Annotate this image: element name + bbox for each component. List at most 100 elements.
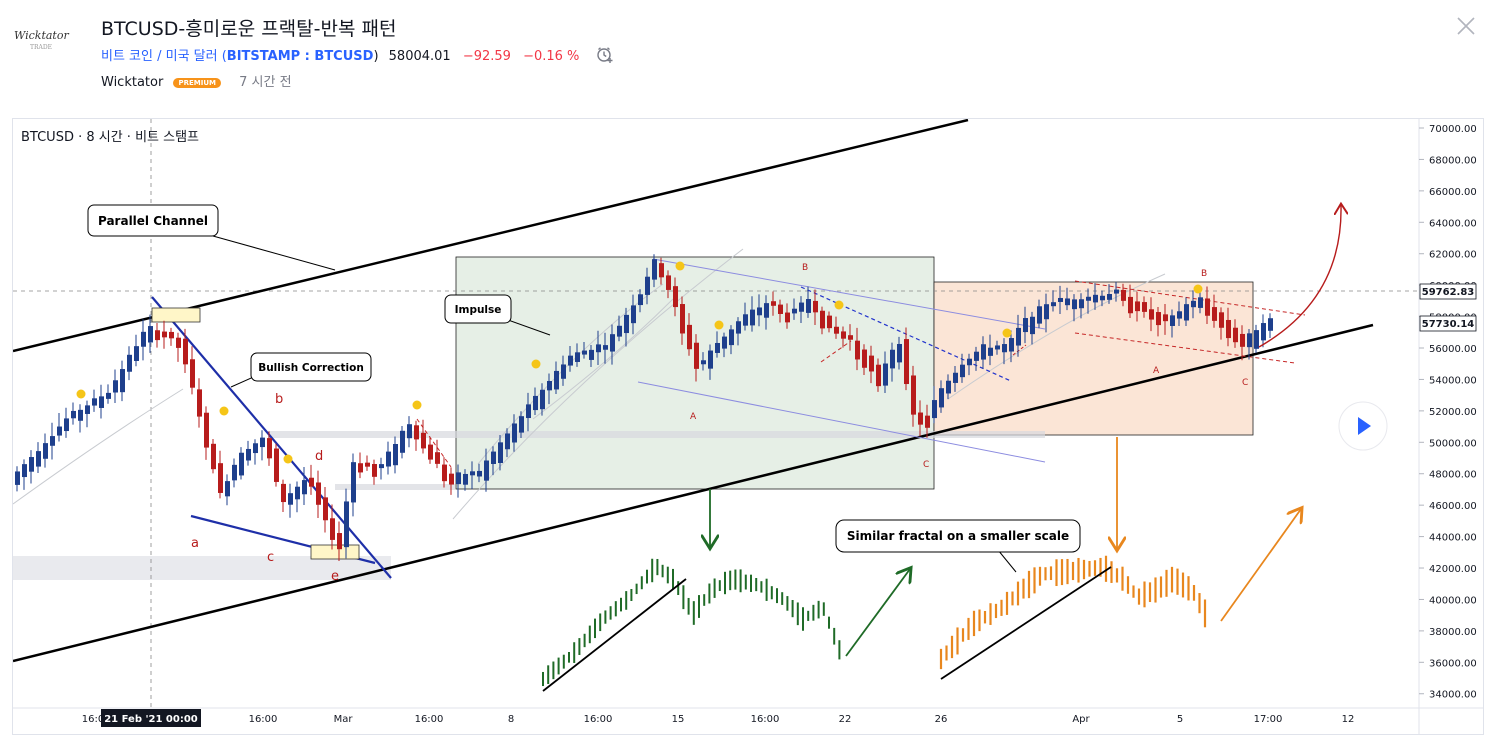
candle-body — [568, 355, 573, 366]
y-tick-label: 70000.00 — [1429, 124, 1477, 135]
candle-body — [631, 305, 636, 324]
callout-similar-fractal — [835, 519, 1081, 553]
y-tick-label: 46000.00 — [1429, 501, 1477, 512]
candle-body — [477, 470, 482, 477]
symbol-change-pct: −0.16 % — [523, 49, 580, 64]
wave-label-B2: B — [1201, 269, 1207, 279]
candle-body — [1247, 333, 1252, 348]
logo-subtext: TRADE — [29, 44, 53, 51]
candle-body — [862, 349, 867, 368]
candle-body — [1226, 319, 1231, 339]
green-fractal-group — [542, 558, 841, 687]
candle-body — [106, 392, 111, 399]
candle-body — [757, 307, 762, 316]
x-tick-label: 16:0 — [82, 714, 104, 725]
candle-body — [904, 339, 909, 385]
candle-body — [71, 410, 76, 419]
chart-canvas[interactable]: Parallel Channel Bullish Correction Impu… — [12, 118, 1483, 734]
candle-body — [155, 330, 160, 341]
candle-body — [50, 436, 55, 446]
candle-body — [393, 444, 398, 466]
candle-body — [1163, 314, 1168, 322]
candle-body — [827, 315, 832, 329]
last-price-tag — [1419, 315, 1477, 332]
wave-dot — [675, 261, 685, 271]
play-button[interactable] — [1338, 401, 1388, 451]
candle-body — [953, 372, 958, 383]
candle-body — [253, 443, 258, 454]
candle-body — [260, 437, 265, 448]
candle-body — [596, 344, 601, 353]
candle-body — [1156, 312, 1161, 326]
candle-body — [652, 259, 657, 280]
candle-body — [715, 342, 720, 353]
candle-body — [764, 303, 769, 318]
candle-body — [449, 473, 454, 485]
candles-group — [15, 254, 1273, 562]
candle-body — [148, 326, 153, 343]
candle-body — [890, 349, 895, 369]
candle-body — [1058, 297, 1063, 302]
wave-dot — [714, 320, 724, 330]
candle-body — [337, 533, 342, 550]
callout-bullish-correction-text: Bullish Correction — [258, 362, 364, 374]
last-price-label: 57730.14 — [1422, 319, 1475, 330]
author-logo[interactable]: Wicktator TRADE — [14, 30, 69, 66]
candle-body — [456, 472, 461, 485]
y-tick-label: 38000.00 — [1429, 627, 1477, 638]
wave-dot — [412, 400, 422, 410]
chart-panel[interactable]: Parallel Channel Bullish Correction Impu… — [12, 118, 1484, 735]
candle-body — [834, 326, 839, 334]
candle-body — [1100, 295, 1105, 301]
green-up-arrow — [845, 569, 910, 657]
candle-body — [736, 321, 741, 334]
red-dashed-lower — [1074, 332, 1296, 364]
wave-label-b: b — [275, 392, 283, 407]
candle-body — [589, 349, 594, 360]
red-dashed-upper — [1074, 280, 1306, 316]
wedge-upper-line — [151, 296, 392, 579]
candle-body — [1093, 294, 1098, 303]
candle-body — [309, 477, 314, 487]
candle-body — [743, 314, 748, 326]
candle-body — [869, 355, 874, 372]
candle-body — [197, 389, 202, 417]
candle-body — [344, 501, 349, 548]
alarm-clock-icon[interactable] — [596, 46, 614, 68]
candle-body — [1009, 338, 1014, 352]
candle-body — [330, 518, 335, 540]
candle-body — [855, 340, 860, 360]
candle-body — [547, 380, 552, 391]
x-tick-label: 22 — [839, 714, 852, 725]
candle-body — [491, 451, 496, 464]
symbol-exchange[interactable]: BITSTAMP : BTCUSD — [226, 49, 374, 64]
candle-body — [1072, 299, 1077, 310]
candle-body — [99, 396, 104, 408]
candle-body — [939, 388, 944, 408]
candle-body — [239, 452, 244, 476]
candle-body — [624, 314, 629, 334]
candle-body — [883, 363, 888, 386]
candle-body — [134, 346, 139, 361]
symbol-name[interactable]: 비트 코인 / 미국 달러 ( — [101, 49, 227, 64]
candle-body — [1086, 296, 1091, 301]
symbol-price: 58004.01 — [388, 49, 451, 64]
candle-body — [169, 331, 174, 339]
x-tick-label: Apr — [1072, 714, 1090, 725]
close-icon[interactable] — [1454, 14, 1478, 38]
wave-label-c: c — [267, 550, 274, 565]
candle-body — [421, 432, 426, 449]
candle-body — [176, 337, 181, 348]
candle-body — [183, 338, 188, 365]
candle-body — [1184, 304, 1189, 321]
candle-body — [512, 423, 517, 443]
y-tick-label: 36000.00 — [1429, 658, 1477, 669]
candle-body — [1121, 289, 1126, 301]
callout-parallel-channel-text: Parallel Channel — [98, 214, 208, 228]
x-tick-label: Mar — [334, 714, 354, 725]
support-zone-3 — [335, 484, 455, 490]
candle-body — [1114, 289, 1119, 294]
candle-body — [1261, 323, 1266, 341]
callout-similar-fractal-text: Similar fractal on a smaller scale — [847, 529, 1069, 543]
author-name[interactable]: Wicktator — [101, 75, 164, 90]
